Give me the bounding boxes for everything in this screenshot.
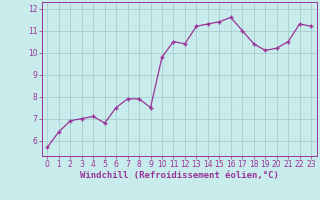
X-axis label: Windchill (Refroidissement éolien,°C): Windchill (Refroidissement éolien,°C) [80, 171, 279, 180]
